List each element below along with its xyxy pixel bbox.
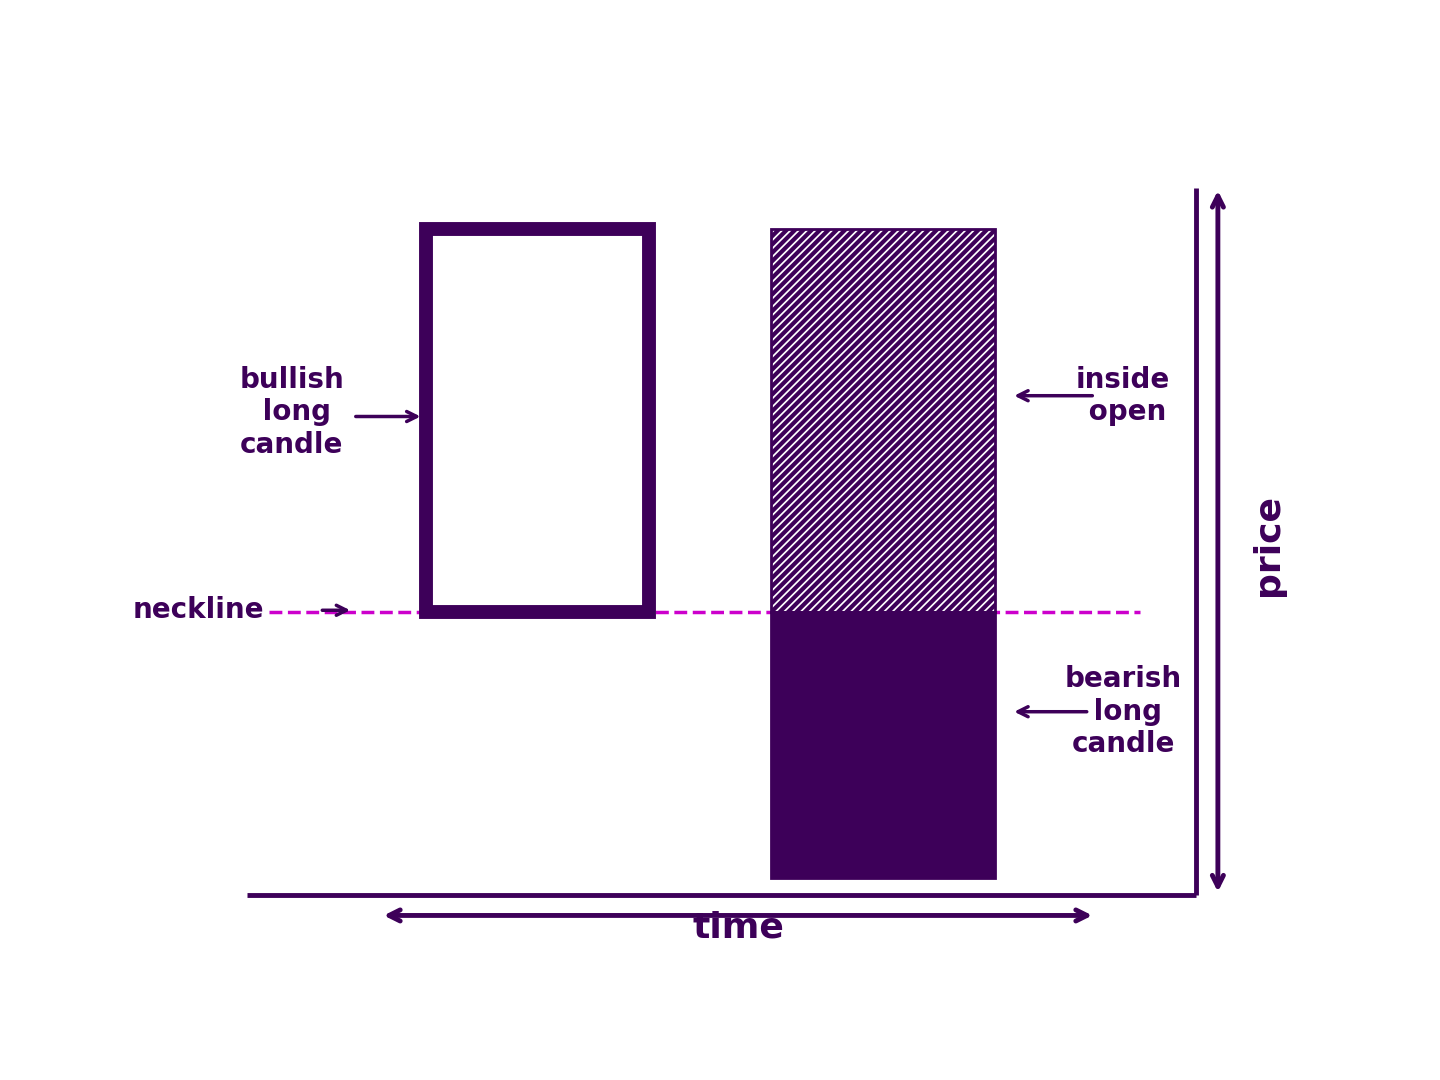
Text: time: time xyxy=(693,910,783,945)
Text: bearish
 long
candle: bearish long candle xyxy=(1064,665,1182,758)
Text: price: price xyxy=(1251,495,1284,596)
Text: inside
 open: inside open xyxy=(1076,365,1171,426)
Text: neckline: neckline xyxy=(132,596,264,624)
Text: bullish
 long
candle: bullish long candle xyxy=(239,366,344,459)
Bar xyxy=(426,229,648,612)
Bar xyxy=(772,612,995,878)
Bar xyxy=(772,229,995,612)
